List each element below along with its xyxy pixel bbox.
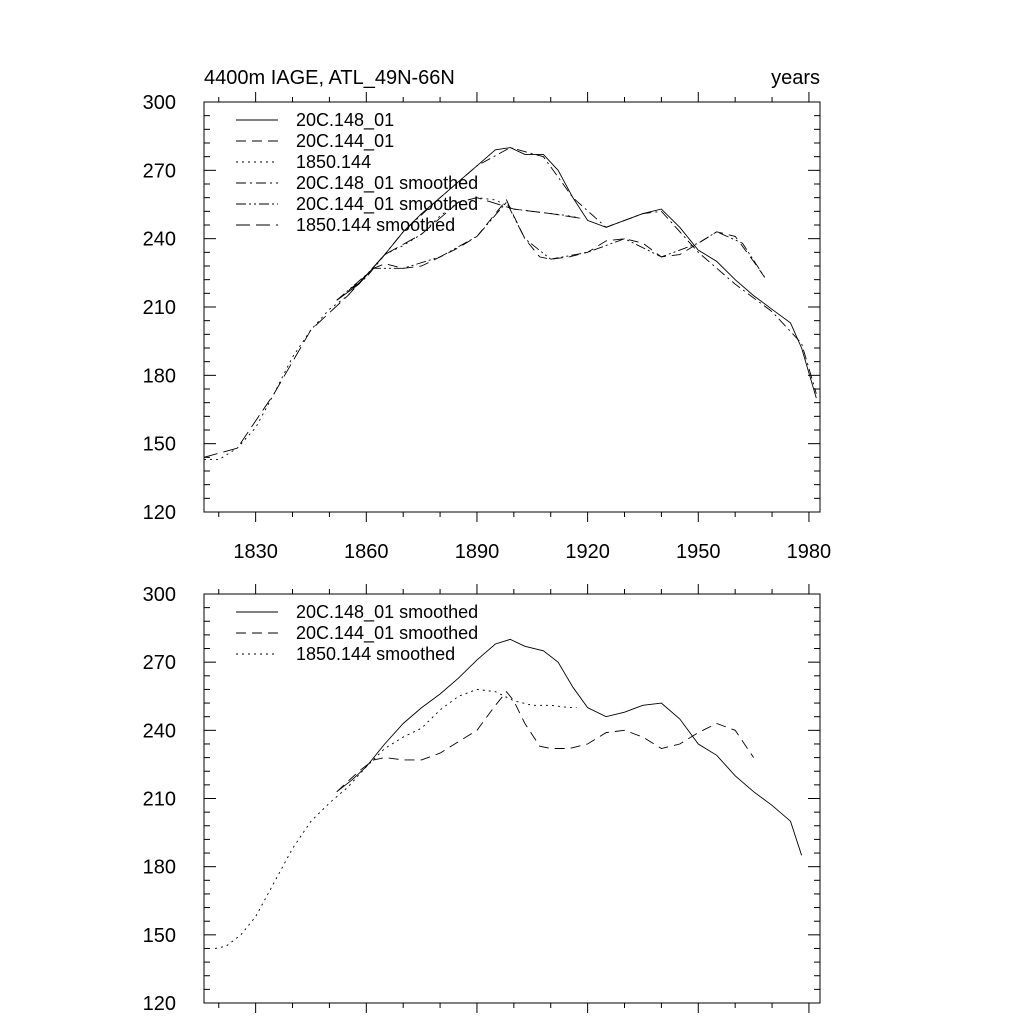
top-chart-panel: 4400m IAGE, ATL_49N-66N years 120 150 180 2… (143, 67, 832, 563)
legend-label: 1850.144 (296, 152, 371, 172)
legend-label: 20C.148_01 smoothed (296, 602, 478, 623)
y-tick-label: 120 (143, 993, 176, 1015)
legend-label: 20C.144_01 (296, 131, 394, 152)
x-tick-label: 1860 (344, 541, 389, 563)
series-line-1850-144-smoothed (215, 688, 577, 949)
y-tick-label: 120 (143, 502, 176, 524)
legend-label: 1850.144 smoothed (296, 644, 455, 664)
y-tick-label: 270 (143, 652, 176, 674)
series-line-20c-148-01-smoothed (336, 638, 803, 856)
series-line-20c-148-01 (336, 147, 817, 399)
x-tick-label: 1980 (787, 541, 832, 563)
y-tick-label: 150 (143, 925, 176, 947)
x-tick-label: 1950 (676, 541, 721, 563)
y-tick-label: 210 (143, 789, 176, 811)
bottom-chart-panel: 120 150 180 210 240 270 300 20C.148_01 smoothed… (143, 584, 821, 1015)
legend-label: 20C.148_01 smoothed (296, 173, 478, 194)
y-tick-label: 270 (143, 160, 176, 182)
y-tick-label: 300 (143, 584, 176, 606)
series-line-20c-148-01-smoothed (336, 147, 817, 394)
chart-units-label: years (771, 67, 820, 89)
legend-label: 20C.144_01 smoothed (296, 194, 478, 215)
x-tick-label: 1830 (233, 541, 278, 563)
series-line-20c-144-01-smoothed (336, 690, 754, 793)
y-tick-label: 240 (143, 720, 176, 742)
y-tick-label: 300 (143, 92, 176, 114)
x-tick-label: 1920 (565, 541, 610, 563)
series-line-20c-144-01 (336, 199, 766, 301)
legend-label: 1850.144 smoothed (296, 215, 455, 235)
series-line-1850-144-smoothed (203, 197, 581, 458)
y-tick-label: 180 (143, 857, 176, 879)
y-tick-label: 180 (143, 365, 176, 387)
y-tick-label: 150 (143, 434, 176, 456)
chart-title: 4400m IAGE, ATL_49N-66N (204, 67, 455, 89)
legend-label: 20C.148_01 (296, 110, 394, 131)
y-tick-label: 210 (143, 297, 176, 319)
y-tick-label: 240 (143, 229, 176, 251)
series-line-20c-144-01-smoothed (336, 201, 766, 301)
x-tick-label: 1890 (455, 541, 500, 563)
legend-label: 20C.144_01 smoothed (296, 623, 478, 644)
